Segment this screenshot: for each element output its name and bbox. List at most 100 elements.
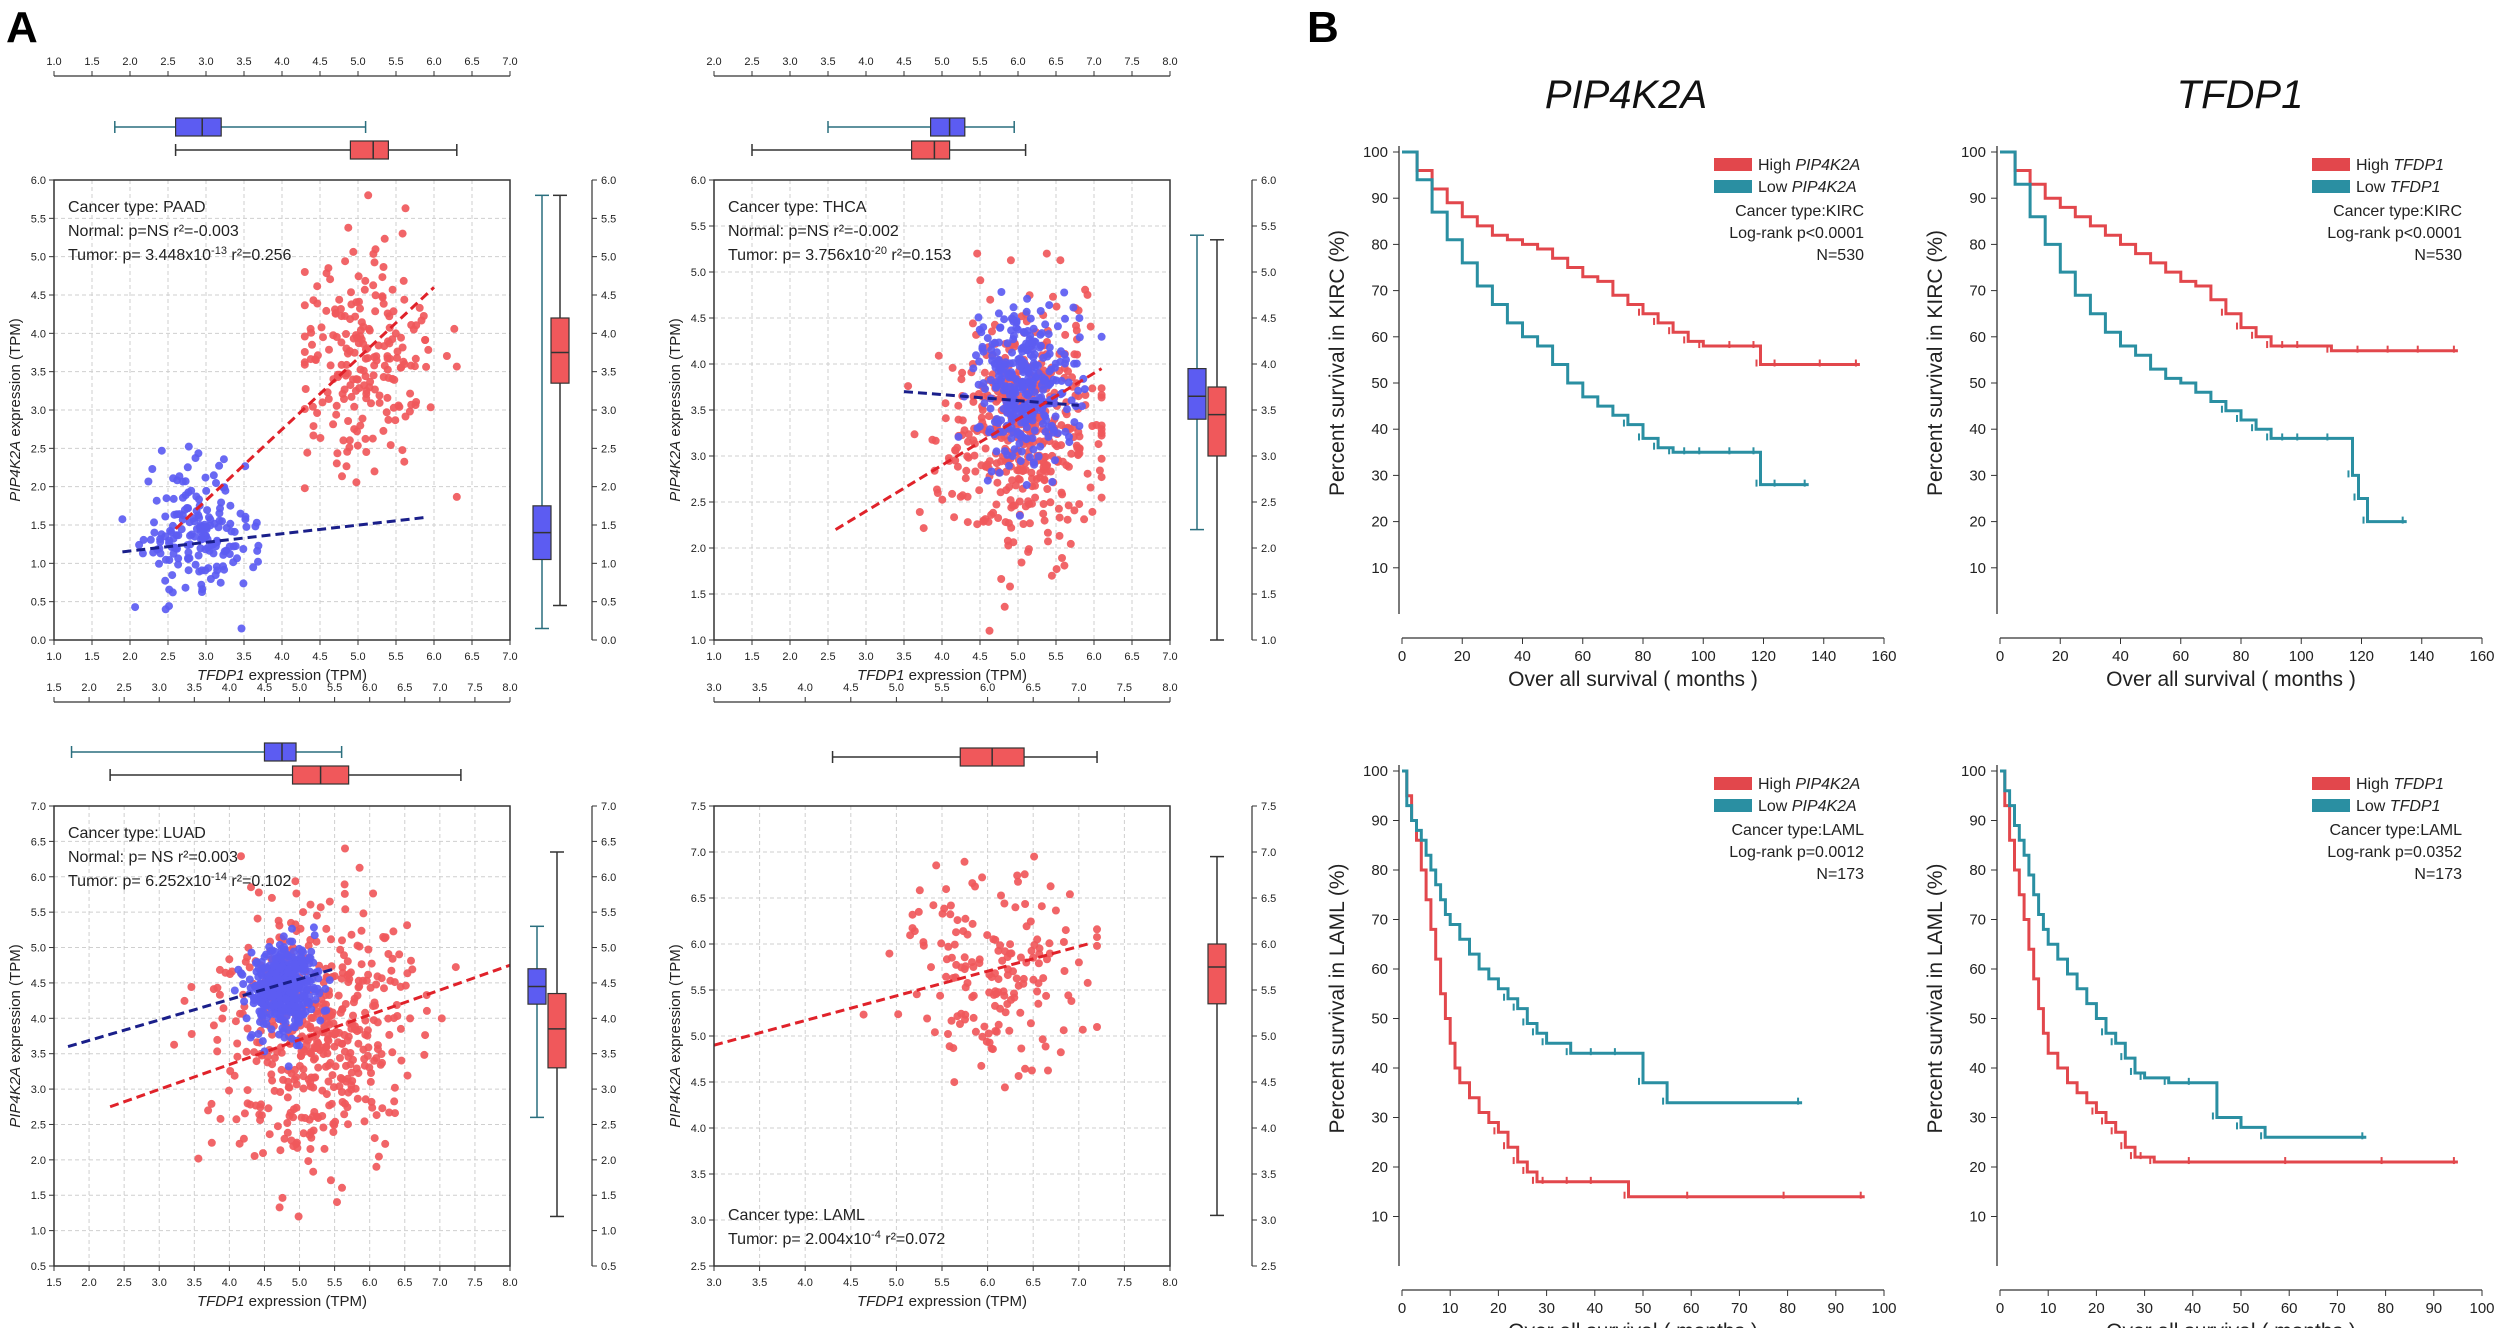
tumor-point	[349, 334, 358, 343]
normal-point	[277, 1007, 286, 1016]
y-tick-label: 80	[1371, 236, 1388, 253]
normal-point	[1023, 391, 1032, 400]
tumor-point	[233, 1039, 242, 1048]
tumor-point	[347, 288, 355, 297]
y-axis-label-part: PIP4K2A	[7, 441, 24, 502]
tumor-point	[1064, 367, 1072, 376]
normal-point	[1041, 320, 1050, 329]
top-tick-label: 3.0	[198, 56, 213, 68]
normal-point	[201, 473, 210, 482]
normal-point	[237, 969, 246, 978]
x-axis-label-part: expression (TPM)	[244, 1293, 367, 1310]
x-tick-label: 140	[2409, 648, 2434, 665]
tumor-point	[393, 353, 401, 362]
tumor-point	[1056, 256, 1065, 265]
tumor-point	[213, 1035, 222, 1044]
tumor-point	[994, 514, 1003, 522]
tumor-point	[371, 291, 380, 300]
normal-point	[257, 957, 266, 966]
box-iqr	[550, 317, 570, 384]
top-tick-label: 3.0	[152, 682, 167, 694]
tumor-point	[306, 900, 315, 909]
y-tick-label: 7.5	[691, 801, 706, 813]
top-tick-label: 5.0	[292, 682, 307, 694]
y-tick-label: 4.5	[691, 313, 706, 325]
normal-point	[271, 954, 280, 963]
normal-point	[1051, 359, 1060, 368]
legend-low: Low PIP4K2A	[1758, 798, 1857, 815]
y-tick-label: 6.0	[31, 175, 46, 187]
tumor-point	[415, 303, 424, 312]
y-tick-label: 6.0	[31, 872, 46, 884]
top-tick-label: 5.5	[972, 56, 987, 68]
right-tick-label: 2.5	[601, 1119, 616, 1131]
x-axis-label-part: expression (TPM)	[904, 667, 1027, 684]
tumor-point	[367, 1097, 376, 1106]
normal-point	[307, 1005, 316, 1014]
tumor-point	[354, 272, 363, 281]
normal-point	[288, 995, 297, 1003]
tumor-point	[246, 1100, 255, 1109]
normal-point	[276, 981, 285, 990]
normal-point	[1026, 314, 1035, 323]
tumor-point	[950, 513, 959, 522]
normal-fit-line	[122, 515, 427, 554]
normal-point	[1080, 385, 1089, 394]
normal-point	[220, 565, 229, 574]
tumor-point	[1093, 925, 1101, 934]
tumor-point	[1043, 485, 1052, 493]
normal-point	[278, 1024, 287, 1033]
normal-point	[175, 510, 184, 519]
tumor-fit-line	[174, 286, 436, 530]
tumor-point	[340, 951, 348, 960]
normal-point	[155, 559, 163, 568]
tumor-point	[374, 1152, 383, 1161]
tumor-point	[216, 1114, 225, 1123]
right-tick-label: 2.5	[1261, 1261, 1276, 1273]
y-tick-label: 30	[1969, 1110, 1986, 1127]
x-tick-label: 70	[1731, 1300, 1748, 1317]
x-tick-label: 160	[2469, 648, 2494, 665]
tumor-point	[1066, 539, 1075, 548]
tumor-point	[1081, 391, 1090, 399]
normal-point	[209, 471, 218, 480]
y-tick-label: 100	[1961, 763, 1986, 780]
top-box-tumor	[174, 140, 458, 160]
legend-high: High PIP4K2A	[1758, 157, 1860, 174]
legend-high-part: TFDP1	[2393, 157, 2444, 174]
tumor-point	[969, 963, 978, 971]
normal-point	[1006, 410, 1015, 419]
normal-point	[295, 1018, 304, 1027]
top-tick-label: 3.0	[706, 682, 721, 694]
x-tick-label: 1.5	[46, 1277, 61, 1289]
tumor-point	[961, 474, 970, 483]
tumor-point	[1027, 946, 1036, 955]
y-axis-label: Percent survival in LAML (%)	[1924, 864, 1947, 1134]
x-tick-label: 0	[1398, 648, 1406, 665]
normal-point	[1097, 332, 1106, 341]
x-tick-label: 0	[1996, 648, 2004, 665]
tumor-point	[359, 976, 367, 985]
normal-point	[256, 969, 265, 978]
y-tick-label: 10	[1371, 1209, 1388, 1226]
tumor-point	[312, 1112, 321, 1121]
tumor-point	[342, 1061, 350, 1070]
tumor-point	[277, 1065, 286, 1074]
x-axis-label-part: expression (TPM)	[244, 667, 367, 684]
km-curve-high	[1402, 150, 1860, 366]
normal-point	[309, 958, 318, 967]
y-tick-label: 2.5	[31, 1119, 46, 1131]
tumor-point	[369, 249, 378, 258]
tumor-point	[194, 1154, 203, 1163]
legend-swatch-high	[1714, 777, 1752, 790]
y-tick-label: 3.5	[691, 405, 706, 417]
tumor-point	[325, 345, 333, 354]
top-tick-label: 5.0	[889, 682, 904, 694]
box-iqr	[1207, 943, 1227, 1005]
x-tick-label: 30	[2136, 1300, 2153, 1317]
tumor-point	[353, 991, 362, 1000]
top-tick-label: 7.5	[467, 682, 482, 694]
x-axis-label: TFDP1 expression (TPM)	[857, 667, 1027, 684]
annotation-text: r²=0.153	[887, 247, 952, 264]
normal-point	[144, 477, 153, 486]
